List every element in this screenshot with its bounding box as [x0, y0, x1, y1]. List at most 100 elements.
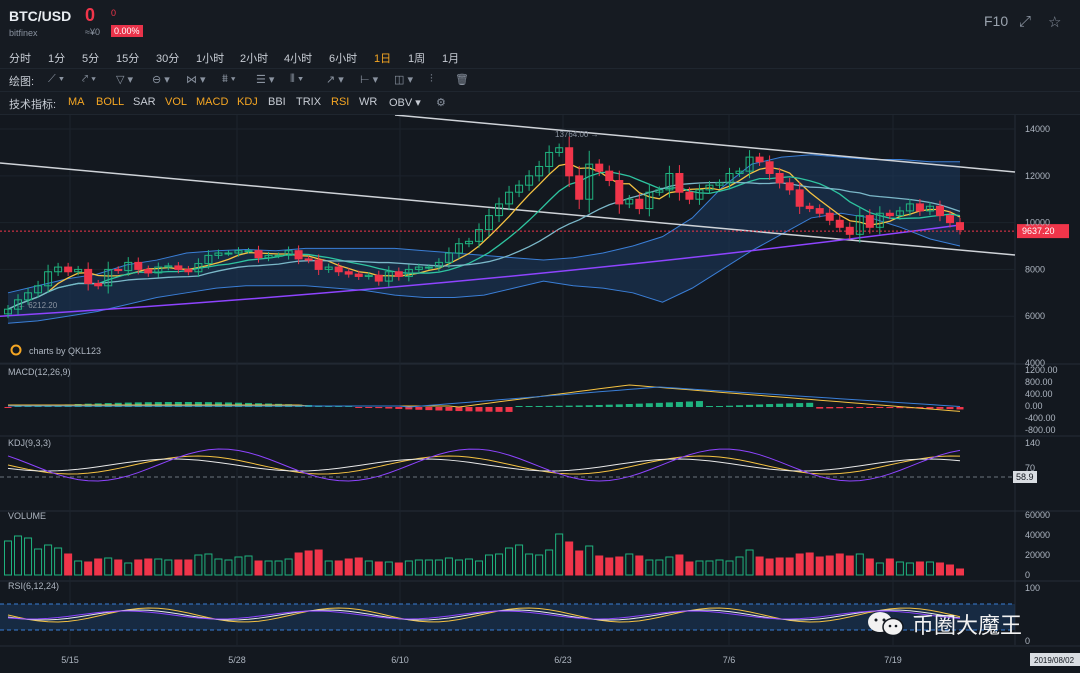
indicator-boll[interactable]: BOLL [96, 96, 125, 108]
indicator-rsi[interactable]: RSI [331, 96, 350, 108]
volume-bar [555, 533, 564, 576]
volume-bar [204, 553, 213, 576]
macd-histogram-bar [926, 407, 934, 409]
gann-tool-icon[interactable]: ⦀ ▾ [290, 73, 304, 85]
volume-bar [625, 553, 634, 576]
bars-tool-icon[interactable]: ⫶ [430, 73, 433, 85]
period-tab-active[interactable]: 1日 [374, 53, 392, 65]
candle-body [555, 147, 564, 153]
f10-button[interactable]: F10 [984, 13, 1009, 29]
x-tick-label: 6/10 [391, 655, 409, 665]
indicator-ma[interactable]: MA [68, 96, 85, 108]
macd-histogram-bar [445, 407, 453, 411]
macd-histogram-bar [555, 405, 563, 407]
star-icon[interactable]: ☆ [1048, 14, 1062, 31]
volume-bar [535, 554, 544, 576]
indicator-vol[interactable]: VOL [165, 96, 188, 108]
cny-price: ≈¥0 [85, 27, 100, 37]
candle-body [144, 268, 153, 274]
volume-bar [34, 548, 43, 576]
indicator-bbi[interactable]: BBI [268, 96, 286, 108]
period-tab[interactable]: 分时 [9, 53, 31, 65]
macd-histogram-bar [355, 407, 363, 408]
macd-histogram-bar [886, 407, 894, 409]
pattern-tool-icon[interactable]: ⩩ ▾ [222, 73, 236, 85]
volume-bar [585, 545, 594, 576]
chart-canvas[interactable]: 1400012000100008000600040009637.2013764.… [0, 115, 1080, 673]
period-tab[interactable]: 6小时 [329, 53, 358, 65]
volume-bar [945, 564, 954, 576]
volume-bar [695, 560, 704, 576]
macd-histogram-bar [635, 403, 643, 407]
volume-bar [885, 558, 894, 576]
period-tab[interactable]: 1小时 [196, 53, 225, 65]
indicator-trix[interactable]: TRIX [296, 96, 322, 108]
candle-body [635, 198, 644, 210]
period-tab[interactable]: 4小时 [284, 53, 313, 65]
macd-histogram-bar [545, 405, 553, 407]
channel-tool-icon[interactable]: ▽ ▾ [116, 74, 134, 86]
macd-title: MACD(12,26,9) [8, 367, 71, 377]
candle-body [454, 243, 463, 254]
period-tab[interactable]: 2小时 [240, 53, 269, 65]
volume-bar [274, 560, 283, 576]
period-tab[interactable]: 1月 [442, 53, 460, 65]
macd-histogram-bar [575, 405, 583, 407]
trash-icon[interactable]: 🗑 [455, 74, 469, 86]
symbol-title[interactable]: BTC/USD [9, 8, 72, 24]
volume-bar [164, 559, 173, 576]
volume-bar [14, 535, 23, 576]
volume-bar [775, 557, 784, 576]
settings-gear-icon[interactable]: ⚙ [436, 97, 446, 109]
volume-bar [344, 558, 353, 576]
candle-body [464, 240, 473, 245]
macd-histogram-bar [395, 407, 403, 409]
indicator-obv[interactable]: OBV ▾ [389, 97, 421, 109]
candle-body [364, 274, 373, 277]
period-tab[interactable]: 15分 [116, 53, 140, 65]
comment-tool-icon[interactable]: ◫ ▾ [394, 74, 413, 86]
wechat-icon [868, 612, 904, 637]
volume-bar [855, 553, 864, 576]
arrow-tool-icon[interactable]: ↗ ▾ [326, 74, 344, 86]
volume-bar [645, 559, 654, 576]
macd-histogram-bar [515, 405, 523, 407]
candle-body [44, 271, 53, 287]
volume-bar [955, 568, 965, 576]
indicator-wr[interactable]: WR [359, 96, 378, 108]
indicator-macd[interactable]: MACD [196, 96, 229, 108]
period-tab[interactable]: 30分 [156, 53, 180, 65]
indicator-kdj[interactable]: KDJ [237, 96, 258, 108]
macd-histogram-bar [726, 405, 734, 407]
circle-tool-icon[interactable]: ⊖ ▾ [152, 74, 170, 86]
candle-body [775, 172, 784, 184]
period-tab[interactable]: 1分 [48, 53, 66, 65]
candle-body [294, 250, 303, 260]
candle-body [204, 254, 213, 265]
volume-bar [364, 560, 373, 576]
volume-bar [485, 554, 494, 576]
macd-histogram-bar [675, 401, 683, 407]
volume-bar [94, 558, 103, 576]
measure-tool-icon[interactable]: ⊢ ▾ [360, 74, 379, 86]
fib-tool-icon[interactable]: ⋈ ▾ [186, 74, 206, 86]
period-tab[interactable]: 1周 [408, 53, 426, 65]
candle-body [945, 215, 954, 224]
volume-bar [875, 562, 884, 576]
volume-bar [254, 560, 263, 576]
logo-icon [10, 344, 22, 356]
fullscreen-icon[interactable]: ⤢ [1019, 13, 1032, 30]
indicator-sar[interactable]: SAR [133, 96, 156, 108]
volume-title: VOLUME [8, 511, 46, 521]
line-tool-icon[interactable]: ⟋ ▾ [48, 73, 65, 85]
candle-body [755, 156, 764, 163]
candle-body [274, 254, 283, 257]
macd-histogram-bar [605, 404, 613, 407]
candle-body [214, 252, 223, 256]
macd-histogram-bar [786, 403, 794, 407]
ray-tool-icon[interactable]: ⤤ ▾ [82, 73, 96, 85]
period-tab[interactable]: 5分 [82, 53, 100, 65]
volume-bar [104, 557, 113, 576]
kdj-title: KDJ(9,3,3) [8, 438, 51, 448]
levels-tool-icon[interactable]: ☰ ▾ [256, 74, 275, 86]
